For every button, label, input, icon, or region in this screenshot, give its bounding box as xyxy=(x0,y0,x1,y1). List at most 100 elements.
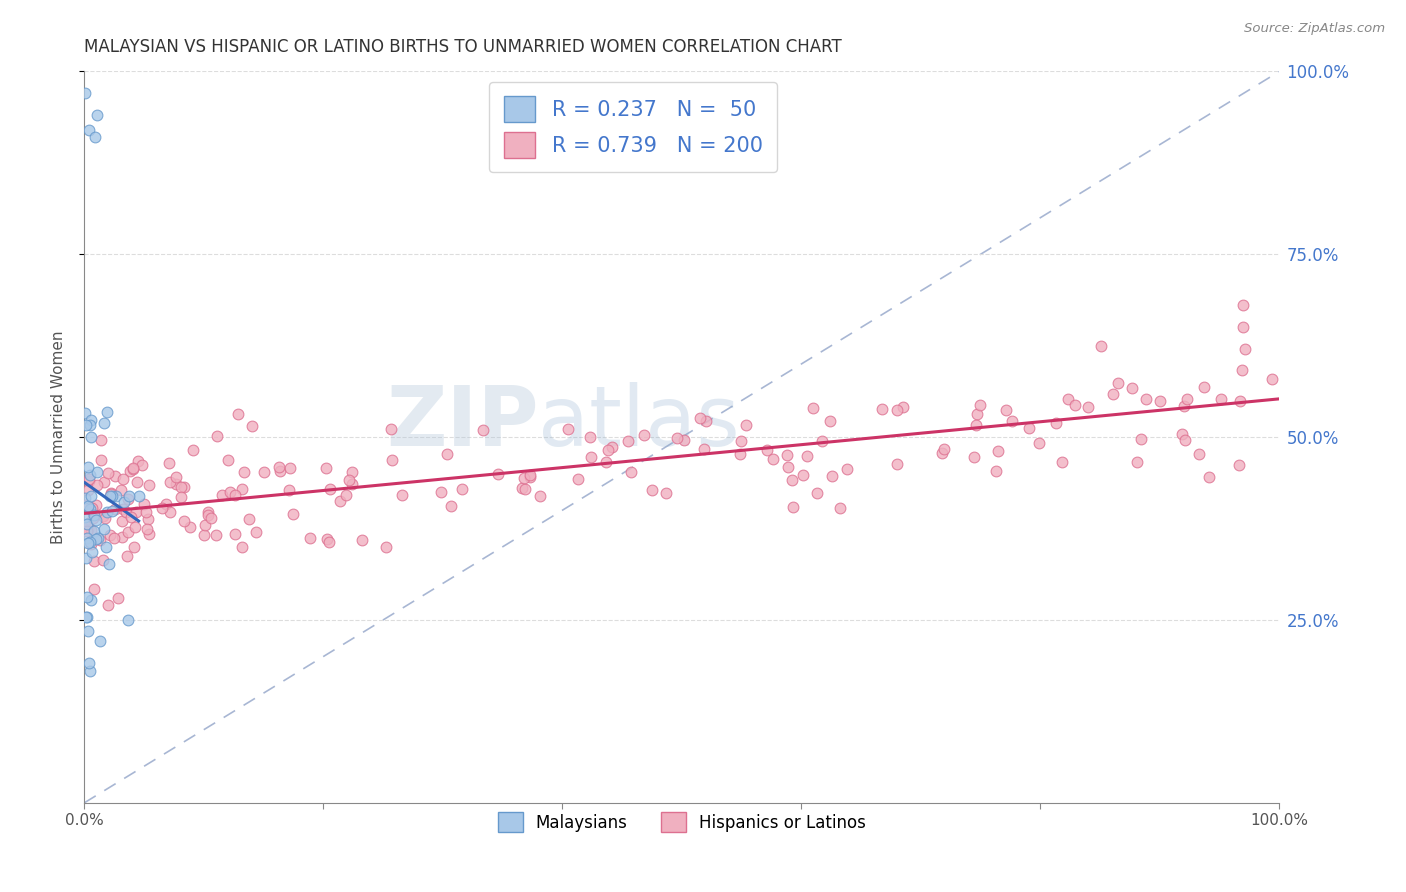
Point xyxy=(114,505,136,519)
Point xyxy=(104,502,127,516)
Point xyxy=(218,485,240,500)
Point xyxy=(665,431,688,445)
Point xyxy=(319,482,342,496)
Point xyxy=(224,527,246,541)
Point xyxy=(253,465,276,479)
Point xyxy=(173,514,195,528)
Point xyxy=(93,416,115,430)
Point xyxy=(316,532,339,546)
Point xyxy=(76,609,98,624)
Point xyxy=(226,407,249,421)
Point xyxy=(1229,393,1251,408)
Point xyxy=(100,487,122,501)
Point xyxy=(342,476,364,491)
Point xyxy=(350,533,373,547)
Point xyxy=(87,532,110,546)
Point xyxy=(110,483,132,497)
Point xyxy=(79,535,101,549)
Point xyxy=(672,433,695,447)
Point xyxy=(105,489,128,503)
Point xyxy=(1230,363,1253,377)
Point xyxy=(77,123,100,137)
Point xyxy=(1188,447,1211,461)
Point xyxy=(79,657,101,671)
Point xyxy=(76,590,98,604)
Text: ZIP: ZIP xyxy=(387,382,538,463)
Point xyxy=(811,434,834,448)
Point xyxy=(891,401,914,415)
Point xyxy=(170,490,193,504)
Point xyxy=(801,401,824,415)
Point xyxy=(111,530,134,544)
Point xyxy=(112,495,135,509)
Point xyxy=(1045,416,1067,430)
Point xyxy=(217,452,239,467)
Point xyxy=(101,504,124,518)
Text: Source: ZipAtlas.com: Source: ZipAtlas.com xyxy=(1244,22,1385,36)
Point xyxy=(567,472,589,486)
Point xyxy=(173,480,195,494)
Point xyxy=(1174,433,1197,447)
Point xyxy=(76,524,98,538)
Point xyxy=(73,491,96,506)
Point xyxy=(98,528,121,542)
Point xyxy=(730,434,752,448)
Point xyxy=(806,486,828,500)
Point xyxy=(117,524,139,539)
Point xyxy=(80,430,103,444)
Point xyxy=(84,513,107,527)
Point xyxy=(232,466,254,480)
Point xyxy=(80,537,103,551)
Point xyxy=(125,475,148,489)
Point xyxy=(1102,387,1125,401)
Point xyxy=(101,489,124,503)
Point xyxy=(1149,393,1171,408)
Point xyxy=(380,422,402,436)
Point xyxy=(73,406,96,420)
Point xyxy=(231,541,253,555)
Point xyxy=(79,664,101,678)
Point xyxy=(91,509,114,524)
Point xyxy=(100,485,122,500)
Point xyxy=(204,528,226,542)
Point xyxy=(86,465,108,479)
Point xyxy=(96,505,118,519)
Point xyxy=(83,554,105,568)
Point xyxy=(557,422,579,436)
Point xyxy=(90,433,112,447)
Point xyxy=(84,499,107,513)
Point xyxy=(375,541,398,555)
Text: atlas: atlas xyxy=(538,382,740,463)
Point xyxy=(193,528,215,542)
Point xyxy=(1171,427,1194,442)
Point xyxy=(131,458,153,472)
Point xyxy=(82,500,104,515)
Point xyxy=(124,520,146,534)
Point xyxy=(633,427,655,442)
Point xyxy=(84,130,107,145)
Point xyxy=(80,489,103,503)
Point xyxy=(118,489,141,503)
Point xyxy=(98,489,121,503)
Point xyxy=(231,483,253,497)
Point xyxy=(73,87,96,101)
Point xyxy=(796,449,818,463)
Point xyxy=(157,457,180,471)
Point xyxy=(79,413,101,427)
Point xyxy=(77,499,100,513)
Point xyxy=(155,497,177,511)
Point xyxy=(792,468,814,483)
Point xyxy=(641,483,664,497)
Point xyxy=(1130,432,1153,446)
Point xyxy=(90,453,112,467)
Point xyxy=(75,418,97,433)
Point xyxy=(969,398,991,412)
Point xyxy=(76,517,98,532)
Point xyxy=(283,507,305,521)
Point xyxy=(80,523,103,537)
Point xyxy=(83,524,105,539)
Point xyxy=(519,469,541,483)
Point xyxy=(77,472,100,486)
Point xyxy=(329,493,352,508)
Point xyxy=(963,450,986,465)
